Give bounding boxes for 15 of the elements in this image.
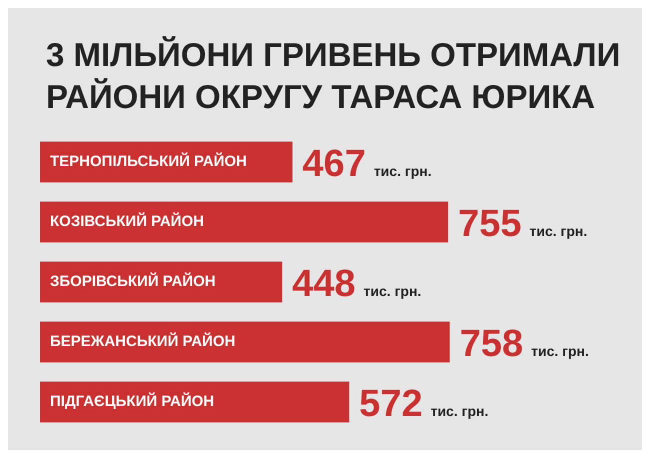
y-tick-label: КОЗІВСЬКИЙ РАЙОН — [50, 212, 204, 230]
y-tick-label: ПІДГАЄЦЬКИЙ РАЙОН — [50, 392, 214, 410]
bar — [40, 382, 350, 422]
y-tick-label: ТЕРНОПІЛЬСЬКИЙ РАЙОН — [50, 152, 247, 170]
data-label: 467 тис. грн. — [302, 143, 432, 185]
bar — [40, 262, 282, 302]
data-label: 755 тис. грн. — [458, 203, 588, 245]
data-label: 758 тис. грн. — [460, 323, 589, 365]
bar — [40, 322, 450, 362]
chart-title: 3 МІЛЬЙОНИ ГРИВЕНЬ ОТРИМАЛИ РАЙОНИ ОКРУГУ ТАРАСА ЮРИКА — [46, 35, 622, 117]
data-label: 448 тис. грн. — [292, 263, 422, 305]
y-tick-label: ЗБОРІВСЬКИЙ РАЙОН — [50, 272, 216, 290]
y-tick-label: БЕРЕЖАНСЬКИЙ РАЙОН — [50, 332, 236, 350]
bar — [40, 202, 448, 242]
data-label: 572 тис. грн. — [359, 383, 488, 425]
